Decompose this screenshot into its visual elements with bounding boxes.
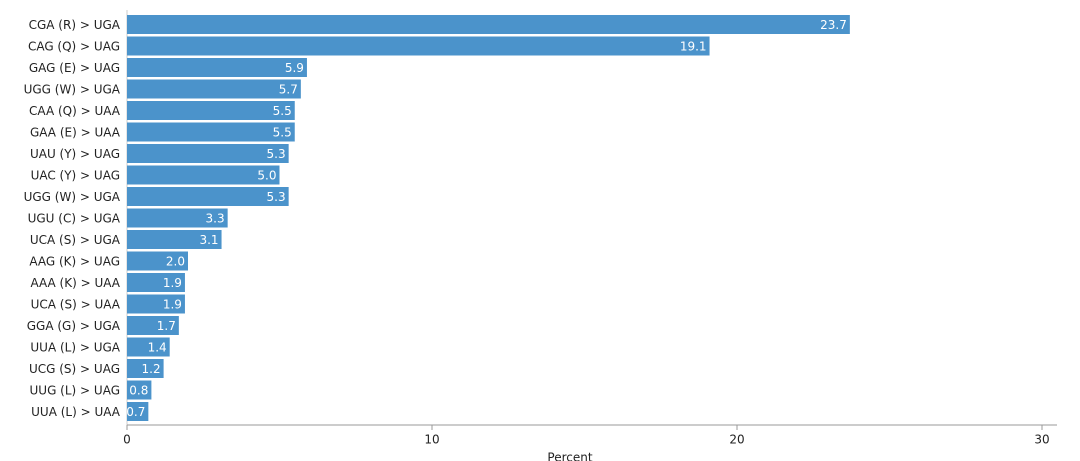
bar — [127, 402, 149, 421]
bar — [127, 316, 179, 335]
y-tick-label: CAA (Q) > UAA — [29, 104, 121, 118]
bar — [127, 187, 289, 206]
x-tick-label: 30 — [1034, 433, 1049, 447]
y-tick-label: UGG (W) > UGA — [24, 83, 121, 97]
value-label: 0.8 — [129, 384, 148, 398]
value-label: 2.0 — [166, 255, 185, 269]
y-tick-label: UGG (W) > UGA — [24, 190, 121, 204]
value-label: 1.7 — [157, 319, 176, 333]
y-tick-label: GGA (G) > UGA — [27, 319, 121, 333]
bar — [127, 58, 307, 77]
y-tick-label: UUG (L) > UAG — [30, 384, 121, 398]
y-tick-label: CGA (R) > UGA — [29, 18, 121, 32]
value-label: 3.1 — [199, 233, 218, 247]
bar — [127, 101, 295, 120]
y-tick-label: UGU (C) > UGA — [28, 212, 121, 226]
value-label: 1.4 — [148, 341, 167, 355]
y-tick-label: CAG (Q) > UAG — [28, 40, 120, 54]
bar — [127, 337, 170, 357]
bar — [127, 79, 301, 99]
value-label: 5.5 — [273, 104, 292, 118]
value-label: 3.3 — [206, 212, 225, 226]
value-label: 5.5 — [273, 126, 292, 140]
y-tick-label: UAU (Y) > UAG — [30, 147, 120, 161]
y-tick-label: AAA (K) > UAA — [30, 276, 120, 290]
bar — [127, 36, 710, 56]
bar — [127, 359, 164, 378]
y-tick-label: GAA (E) > UAA — [30, 126, 121, 140]
bar — [127, 15, 850, 34]
value-label: 19.1 — [680, 40, 707, 54]
x-axis-label: Percent — [547, 451, 592, 461]
value-label: 1.2 — [142, 362, 161, 376]
bar — [127, 230, 222, 249]
x-tick-label: 10 — [424, 433, 439, 447]
value-label: 0.7 — [126, 405, 145, 419]
bar — [127, 165, 280, 185]
x-tick-label: 0 — [123, 433, 131, 447]
bar — [127, 208, 228, 228]
y-tick-label: UCA (S) > UGA — [30, 233, 121, 247]
value-label: 1.9 — [163, 276, 182, 290]
value-label: 1.9 — [163, 298, 182, 312]
y-tick-label: UUA (L) > UGA — [30, 341, 120, 355]
bar — [127, 273, 185, 292]
x-tick-label: 20 — [729, 433, 744, 447]
y-tick-label: AAG (K) > UAG — [29, 255, 120, 269]
value-label: 5.7 — [279, 83, 298, 97]
bar — [127, 251, 188, 271]
bar — [127, 294, 185, 314]
bar — [127, 122, 295, 142]
bar — [127, 380, 152, 400]
y-tick-label: UCA (S) > UAA — [31, 298, 121, 312]
bar — [127, 144, 289, 163]
value-label: 5.3 — [267, 190, 286, 204]
y-tick-label: GAG (E) > UAG — [29, 61, 120, 75]
y-tick-label: UCG (S) > UAG — [29, 362, 120, 376]
y-tick-label: UUA (L) > UAA — [31, 405, 121, 419]
y-tick-label: UAC (Y) > UAG — [31, 169, 120, 183]
value-label: 5.0 — [257, 169, 276, 183]
value-label: 5.3 — [267, 147, 286, 161]
value-label: 5.9 — [285, 61, 304, 75]
value-label: 23.7 — [820, 18, 847, 32]
